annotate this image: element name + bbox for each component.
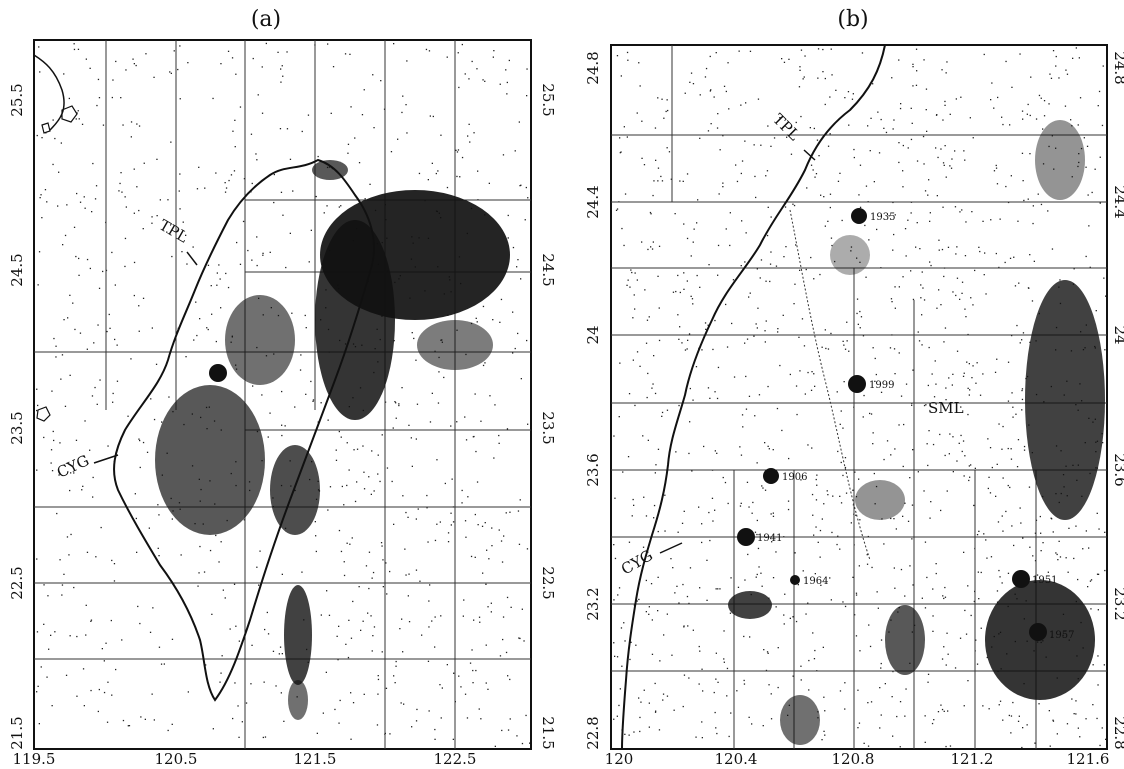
- panel-b-ytick-left-24-8: 24.8: [584, 51, 602, 84]
- panel-a-xtick-120-5: 120.5: [155, 750, 198, 768]
- panel-a-ytick-left-22-5: 22.5: [8, 566, 26, 599]
- station-label-sml: SML: [928, 399, 964, 417]
- event-label-1935: 1935: [870, 212, 895, 223]
- panel-b-xtick-121-2: 121.2: [951, 750, 994, 768]
- panel-b-ytick-right-24-8: 24.8: [1111, 51, 1124, 84]
- event-marker-1964: [790, 575, 800, 585]
- panel-a-grid: [34, 40, 531, 749]
- event-marker-1951: [1012, 570, 1030, 588]
- panel-a-ytick-right-21-5: 21.5: [539, 716, 557, 749]
- event-label-1964: 1964: [803, 576, 828, 587]
- panel-b-ytick-left-22-8: 22.8: [584, 716, 602, 749]
- event-label-1906: 1906: [782, 472, 807, 483]
- panel-a-china-coast: [33, 54, 65, 131]
- panel-b-seismicity: [728, 120, 1105, 745]
- event-marker-1906: [763, 468, 779, 484]
- station-label-cyg-b: CYG: [618, 546, 656, 578]
- panel-b: (b): [584, 7, 1124, 768]
- panel-a-background-seismicity: [36, 42, 531, 747]
- panel-b-xtick-120-8: 120.8: [832, 750, 875, 768]
- panel-a-ytick-right-23-5: 23.5: [539, 411, 557, 444]
- panel-a-xtick-121-5: 121.5: [294, 750, 337, 768]
- panel-b-xtick-121-6: 121.6: [1067, 750, 1110, 768]
- station-arrow-tpl-a: [186, 251, 198, 266]
- panel-b-xtick-120-4: 120.4: [715, 750, 758, 768]
- event-marker-1999: [848, 375, 866, 393]
- panel-a-ytick-left-21-5: 21.5: [8, 716, 26, 749]
- panel-a-title: (a): [251, 7, 281, 32]
- panel-a-ytick-left-25-5: 25.5: [8, 83, 26, 116]
- panel-a-penghu-islands: [36, 105, 78, 422]
- panel-b-ytick-left-24-4: 24.4: [584, 185, 602, 218]
- panel-a-frame: [33, 39, 532, 750]
- station-label-tpl-a: TPL: [156, 216, 191, 247]
- panel-b-ytick-right-24: 24: [1111, 325, 1124, 344]
- panel-b-ytick-right-23-6: 23.6: [1111, 453, 1124, 486]
- event-marker-1941: [737, 528, 755, 546]
- panel-a-ytick-left-24-5: 24.5: [8, 253, 26, 286]
- station-arrow-tpl-b: [803, 149, 816, 161]
- event-label-1957: 1957: [1049, 630, 1074, 641]
- panel-b-ytick-right-23-2: 23.2: [1111, 587, 1124, 620]
- panel-b-event-markers: [737, 208, 1047, 641]
- panel-b-coastline: [621, 44, 886, 750]
- panel-b-ytick-left-23-2: 23.2: [584, 587, 602, 620]
- panel-a-seismicity: [155, 160, 510, 720]
- panel-a-event-marker: [209, 364, 227, 382]
- panel-b-river: [789, 209, 871, 561]
- panel-b-xtick-120: 120: [605, 750, 634, 768]
- station-arrow-cyg-a: [93, 454, 119, 464]
- panel-b-ytick-right-24-4: 24.4: [1111, 185, 1124, 218]
- event-label-1951: 1951: [1032, 575, 1057, 586]
- panel-a-ytick-left-23-5: 23.5: [8, 411, 26, 444]
- panel-b-ytick-right-22-8: 22.8: [1111, 716, 1124, 749]
- event-label-1941: 1941: [757, 533, 782, 544]
- panel-a-ytick-right-25-5: 25.5: [539, 83, 557, 116]
- station-label-tpl-b: TPL: [769, 110, 803, 144]
- station-label-cyg-a: CYG: [54, 451, 92, 481]
- panel-b-title: (b): [837, 7, 868, 32]
- panel-a-xtick-122-5: 122.5: [434, 750, 477, 768]
- panel-a-xtick-119-5: 119.5: [13, 750, 56, 768]
- panel-a-ytick-right-24-5: 24.5: [539, 253, 557, 286]
- event-marker-1935: [851, 208, 867, 224]
- panel-a: (a): [8, 7, 557, 768]
- panel-b-frame: [610, 44, 1108, 750]
- panel-a-ytick-right-22-5: 22.5: [539, 566, 557, 599]
- panel-b-grid: [611, 45, 1107, 749]
- event-marker-1957: [1029, 623, 1047, 641]
- panel-b-ytick-left-23-6: 23.6: [584, 453, 602, 486]
- panel-b-ytick-left-24: 24: [584, 325, 602, 344]
- event-label-1999: 1999: [869, 380, 894, 391]
- station-arrow-cyg-b: [659, 542, 683, 554]
